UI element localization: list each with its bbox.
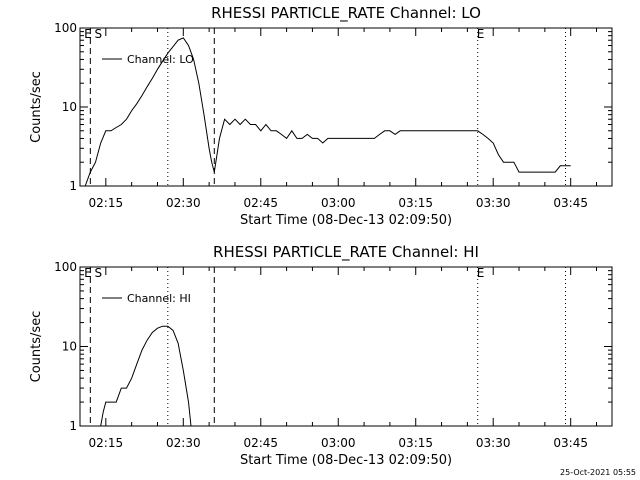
x-tick-label: 02:45 [243,436,278,450]
timestamp: 25-Oct-2021 05:55 [560,468,636,477]
x-axis-label: Start Time (08-Dec-13 02:09:50) [240,213,452,228]
y-axis-label: Counts/sec [29,311,44,383]
panel-hi: RHESSI PARTICLE_RATE Channel: HI Counts/s… [29,243,613,468]
chart-title: RHESSI PARTICLE_RATE Channel: LO [211,4,481,23]
series-line [84,37,571,187]
marker-letter: E [84,27,92,41]
x-tick-label: 03:15 [398,196,433,210]
x-tick-label: 02:15 [89,196,124,210]
x-tick-label: 03:00 [321,196,356,210]
x-tick-label: 02:30 [166,196,201,210]
series-line [100,325,192,427]
x-tick-label: 02:45 [243,196,278,210]
plot-frame [79,27,613,187]
marker-letter: S [94,27,102,41]
y-tick-label: 100 [54,260,77,274]
y-tick-label: 10 [62,340,77,354]
x-tick-label: 03:30 [476,436,511,450]
x-tick-label: 03:30 [476,196,511,210]
plot-frame [79,266,613,427]
marker-letter: E [84,266,92,280]
panel-lo: RHESSI PARTICLE_RATE Channel: LO Counts/s… [29,4,613,228]
legend-label: Channel: LO [127,53,194,66]
x-tick-label: 02:15 [89,436,124,450]
marker-letter: S [94,266,102,280]
x-tick-label: 03:15 [398,436,433,450]
x-tick-label: 03:00 [321,436,356,450]
marker-letter: E [477,266,485,280]
x-axis-label: Start Time (08-Dec-13 02:09:50) [240,453,452,468]
y-tick-label: 1 [69,179,77,193]
marker-letter: E [477,27,485,41]
y-tick-label: 100 [54,21,77,35]
chart-title: RHESSI PARTICLE_RATE Channel: HI [213,243,479,262]
x-tick-label: 02:30 [166,436,201,450]
y-tick-label: 10 [62,100,77,114]
x-tick-label: 03:45 [553,436,588,450]
x-tick-label: 03:45 [553,196,588,210]
y-axis-label: Counts/sec [29,71,44,143]
y-tick-label: 1 [69,419,77,433]
legend-label: Channel: HI [127,292,191,305]
